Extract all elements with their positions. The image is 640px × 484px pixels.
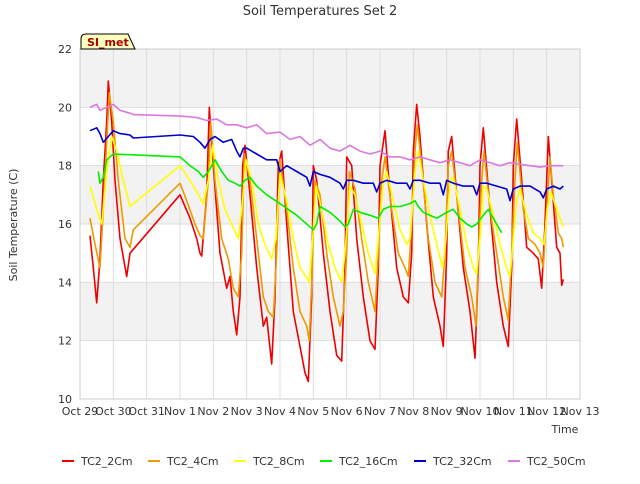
y-tick-label: 18 (58, 160, 72, 173)
legend-label-tc2_4cm: TC2_4Cm (166, 455, 219, 468)
si-met-badge-box (80, 33, 136, 50)
series-line-tc2_16cm (97, 153, 503, 234)
x-tick-label: Oct 30 (95, 405, 132, 418)
x-tick-label: Nov 3 (231, 405, 263, 418)
legend-label-tc2_50cm: TC2_50Cm (526, 455, 586, 468)
series-lines (89, 80, 565, 383)
x-tick-label: Oct 29 (62, 405, 99, 418)
x-tick-label: Nov 4 (264, 405, 296, 418)
series-line-tc2_8cm (89, 135, 565, 284)
x-tick-label: Nov 6 (331, 405, 363, 418)
x-tick-label: Nov 12 (527, 405, 566, 418)
plot-band (80, 165, 580, 224)
series-line-tc2_50cm (89, 103, 564, 168)
legend-label-tc2_32cm: TC2_32Cm (432, 455, 492, 468)
y-axis-label: Soil Temperature (C) (7, 169, 20, 282)
legend-label-tc2_2cm: TC2_2Cm (80, 455, 133, 468)
x-tick-label: Nov 11 (494, 405, 533, 418)
y-tick-label: 12 (58, 335, 72, 348)
x-tick-label: Nov 8 (397, 405, 429, 418)
plot-border (79, 48, 581, 400)
y-tick-label: 22 (58, 43, 72, 56)
y-tick-label: 14 (58, 276, 72, 289)
x-axis-label: Time (551, 423, 579, 436)
x-tick-label: Nov 13 (561, 405, 600, 418)
legend: TC2_2Cm TC2_4Cm TC2_8Cm TC2_16Cm TC2_32Cm TC2… (62, 455, 586, 468)
x-tick-label: Nov 1 (164, 405, 196, 418)
si-met-badge: SI_met (80, 33, 136, 50)
chart-title: Soil Temperatures Set 2 (243, 4, 398, 19)
series-line-tc2_32cm (89, 127, 564, 202)
si-met-badge-text: SI_met (87, 36, 129, 49)
x-tick-label: Oct 31 (128, 405, 165, 418)
x-tick-label: Nov 7 (364, 405, 396, 418)
x-tick-label: Nov 5 (297, 405, 329, 418)
y-tick-label: 10 (58, 393, 72, 406)
legend-label-tc2_16cm: TC2_16Cm (338, 455, 398, 468)
x-tick-label: Nov 10 (461, 405, 500, 418)
y-tick-label: 16 (58, 218, 72, 231)
x-tick-label: Nov 2 (197, 405, 229, 418)
y-tick-label: 20 (58, 101, 72, 114)
legend-label-tc2_8cm: TC2_8Cm (252, 455, 305, 468)
plot-band (80, 49, 580, 108)
x-tick-label: Nov 9 (431, 405, 463, 418)
